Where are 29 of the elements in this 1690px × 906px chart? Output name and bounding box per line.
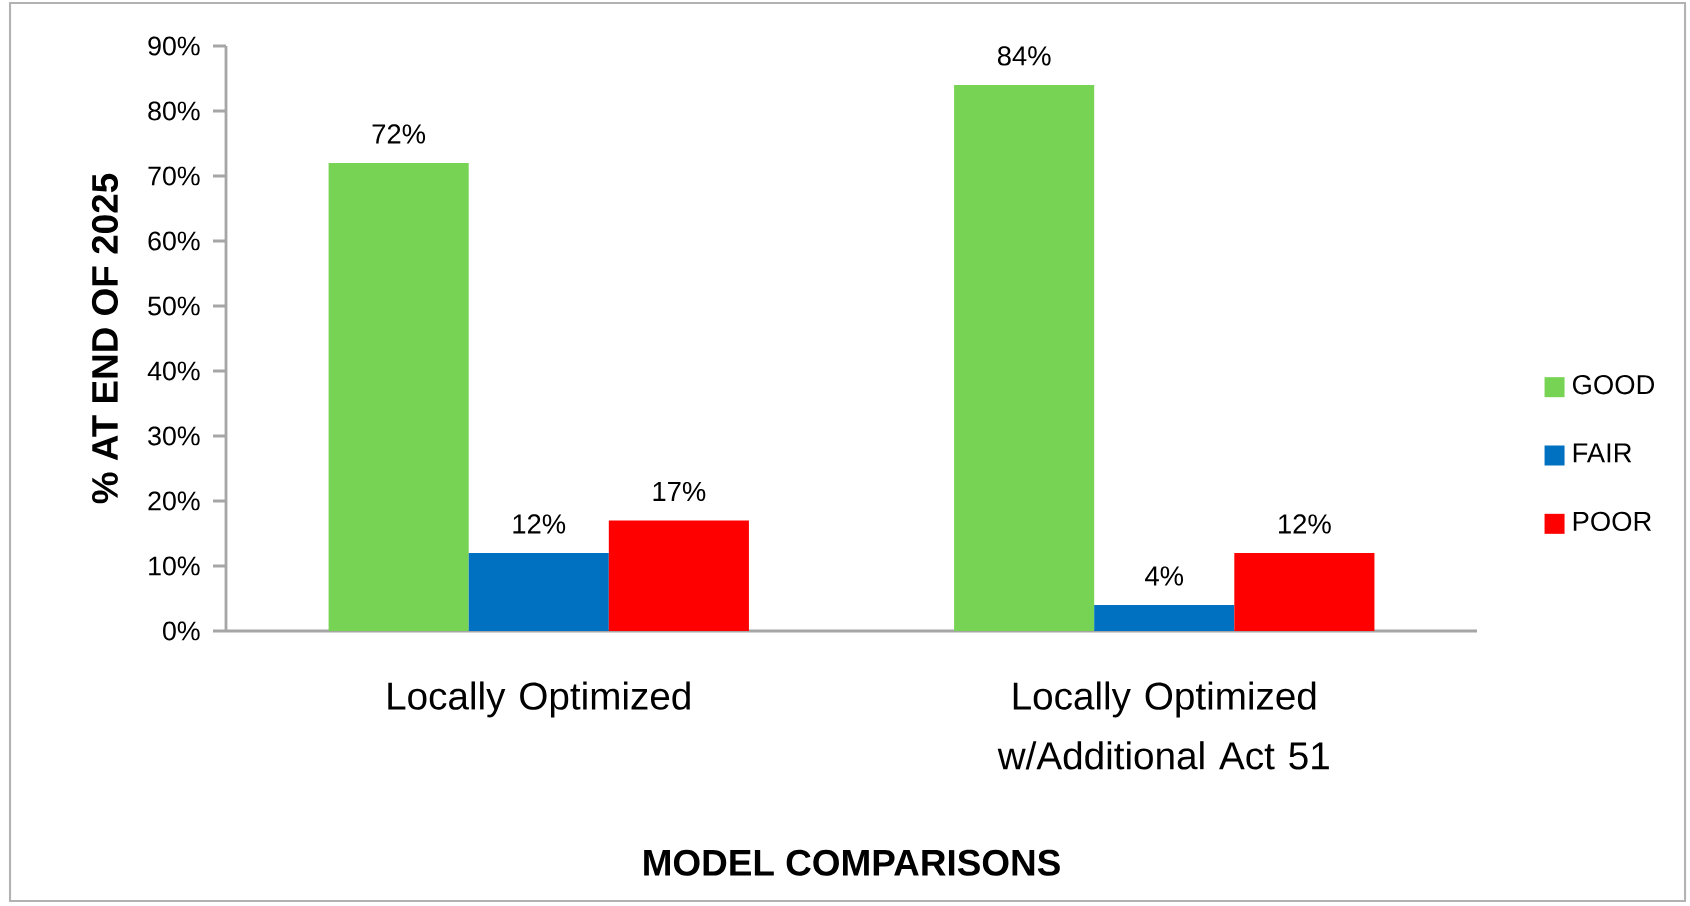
legend-label: GOOD — [1572, 374, 1655, 395]
data-label: 4% — [1145, 566, 1184, 586]
y-tick-label: 20% — [148, 491, 200, 511]
y-tick-label: 30% — [148, 426, 200, 446]
data-label: 12% — [513, 514, 566, 534]
legend-label: POOR — [1573, 511, 1652, 532]
bar — [1094, 605, 1235, 631]
legend-label: FAIR — [1573, 443, 1632, 463]
data-label: 84% — [997, 46, 1051, 66]
y-tick-label: 10% — [149, 556, 200, 576]
y-tick-label: 90% — [148, 36, 200, 56]
bar — [328, 163, 469, 631]
x-tick-label: Locally Optimized — [388, 681, 690, 718]
y-tick-label: 50% — [148, 296, 200, 316]
data-label: 72% — [372, 124, 426, 144]
bar — [468, 553, 609, 631]
data-label: 17% — [653, 481, 706, 502]
y-tick-label: 40% — [147, 361, 200, 381]
y-tick-label: 80% — [148, 101, 200, 121]
y-tick-label: 60% — [148, 231, 200, 251]
y-axis-title: % AT END OF 2025 — [91, 173, 119, 504]
bar — [608, 520, 749, 631]
bar — [1234, 553, 1375, 631]
x-tick-label: Locally Optimized w/Additional Act 51 — [997, 681, 1329, 770]
x-axis-title: MODEL COMPARISONS — [644, 849, 1060, 876]
y-tick-label: 0% — [163, 621, 200, 641]
bar — [954, 85, 1095, 631]
y-tick-label: 70% — [148, 166, 200, 186]
data-label: 12% — [1279, 514, 1331, 534]
